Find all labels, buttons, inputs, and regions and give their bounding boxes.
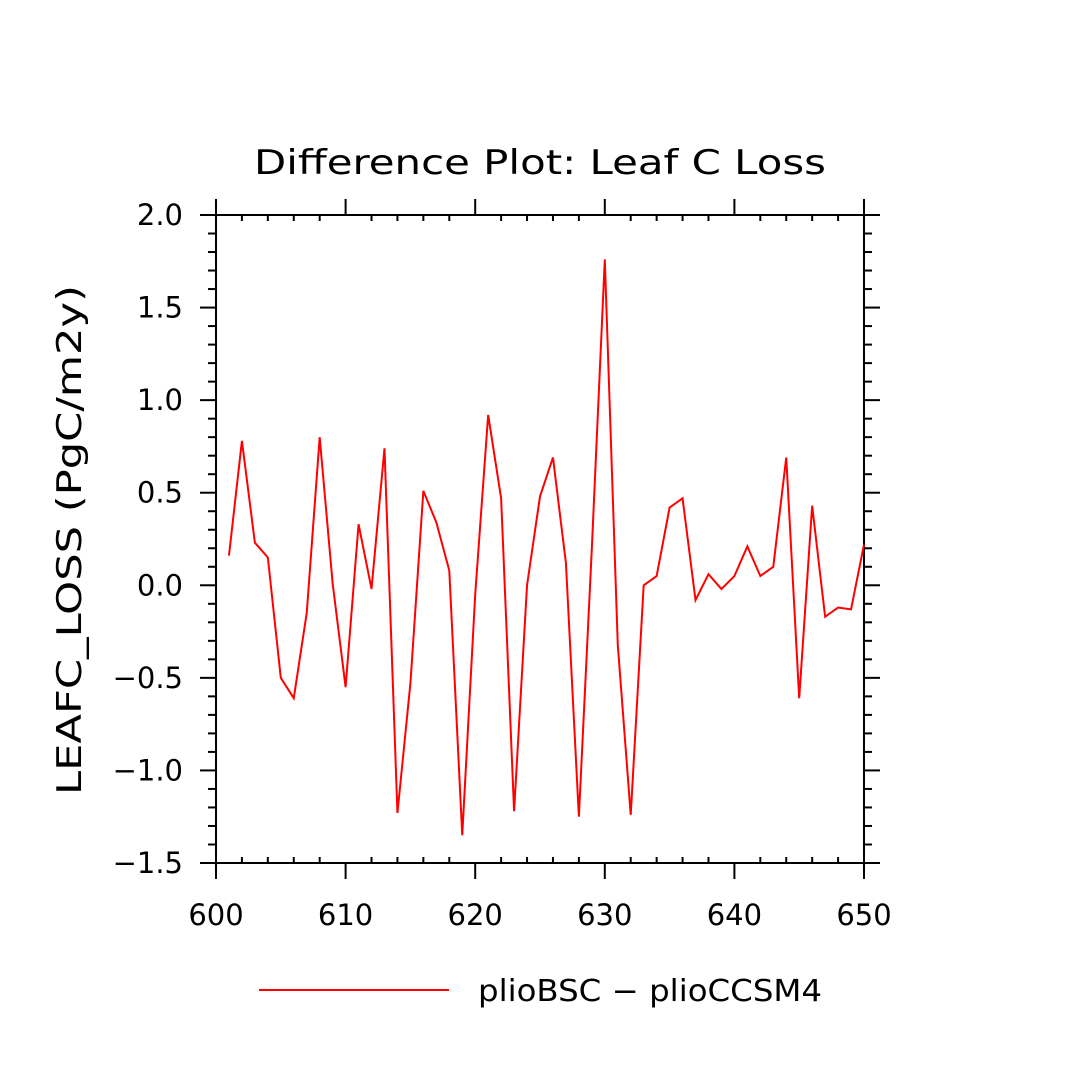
axis-ticks bbox=[200, 199, 880, 879]
y-tick-label: 0.0 bbox=[137, 568, 183, 602]
chart-title: Difference Plot: Leaf C Loss bbox=[254, 143, 826, 183]
legend: plioBSC − plioCCSM4 bbox=[259, 974, 822, 1009]
y-tick-label: −1.5 bbox=[113, 846, 183, 880]
y-tick-label: −1.0 bbox=[113, 753, 183, 787]
x-tick-label: 650 bbox=[836, 898, 891, 932]
y-tick-label: 0.5 bbox=[137, 476, 183, 510]
axis-tick-labels: 600 610 620 630 640 650 −1.5 −1.0 −0.5 0.0 0.5 1.0 1… bbox=[113, 198, 892, 932]
series-line bbox=[227, 259, 865, 836]
y-tick-label: 1.0 bbox=[137, 383, 183, 417]
plot-frame bbox=[215, 214, 865, 864]
y-tick-label: 1.5 bbox=[137, 291, 183, 325]
y-tick-label: −0.5 bbox=[113, 661, 183, 695]
x-tick-label: 600 bbox=[188, 898, 243, 932]
x-tick-label: 620 bbox=[448, 898, 503, 932]
y-tick-label: 2.0 bbox=[137, 198, 183, 232]
x-tick-label: 640 bbox=[707, 898, 762, 932]
x-tick-label: 610 bbox=[318, 898, 373, 932]
y-axis-label: LEAFC_LOSS (PgC/m2y) bbox=[50, 285, 90, 795]
plot-area bbox=[227, 259, 865, 836]
x-tick-label: 630 bbox=[577, 898, 632, 932]
legend-label: plioBSC − plioCCSM4 bbox=[478, 974, 822, 1009]
